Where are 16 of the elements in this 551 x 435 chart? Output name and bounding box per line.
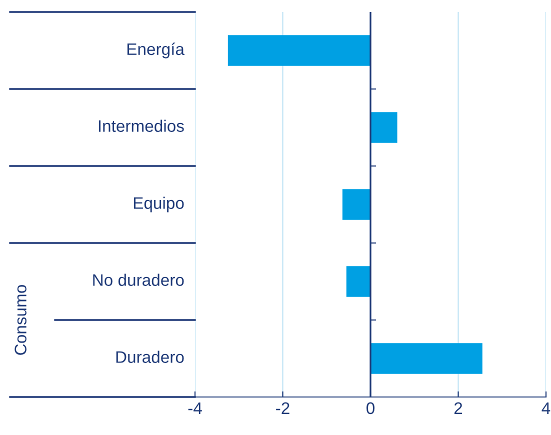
text: Consumo (14, 285, 26, 355)
x-tick-label: 0 (366, 402, 374, 414)
y-tick-label: No duradero (93, 274, 184, 286)
bar (228, 35, 370, 66)
y-tick-label: Duradero (116, 350, 184, 363)
y-tick-label: Energía (127, 42, 184, 58)
x-tick-label: -4 (188, 402, 202, 414)
bar (370, 112, 398, 143)
x-tick-label: 4 (542, 402, 550, 414)
bar (342, 189, 370, 220)
y-tick-label: Equipo (134, 196, 184, 212)
x-tick-label: 2 (454, 402, 462, 414)
x-tick-label: -2 (276, 402, 290, 414)
bar (370, 343, 482, 374)
y-tick-label: Intermedios (98, 120, 184, 132)
bar (346, 266, 370, 297)
